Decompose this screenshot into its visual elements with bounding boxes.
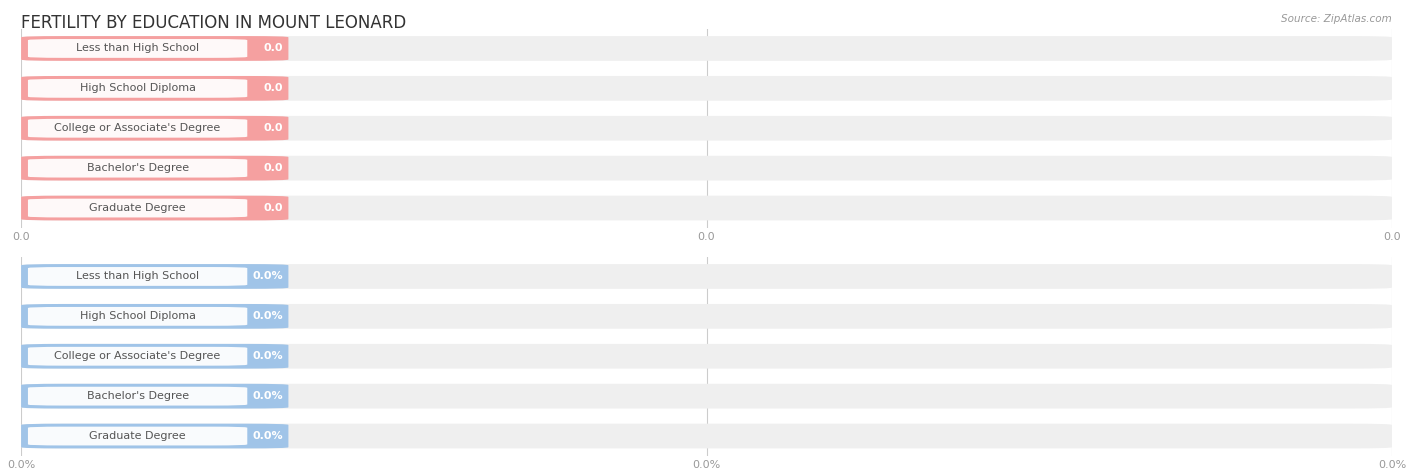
FancyBboxPatch shape	[28, 79, 247, 98]
Text: 0.0%: 0.0%	[252, 431, 283, 441]
FancyBboxPatch shape	[21, 304, 288, 329]
FancyBboxPatch shape	[21, 344, 288, 369]
Text: 0.0: 0.0	[263, 163, 283, 173]
FancyBboxPatch shape	[21, 36, 288, 61]
Text: High School Diploma: High School Diploma	[80, 83, 195, 94]
FancyBboxPatch shape	[21, 344, 1392, 369]
Text: High School Diploma: High School Diploma	[80, 311, 195, 322]
Text: College or Associate's Degree: College or Associate's Degree	[55, 351, 221, 361]
Text: Graduate Degree: Graduate Degree	[90, 203, 186, 213]
FancyBboxPatch shape	[28, 387, 247, 406]
FancyBboxPatch shape	[21, 384, 1392, 408]
FancyBboxPatch shape	[28, 39, 247, 58]
Text: 0.0: 0.0	[263, 203, 283, 213]
Text: Graduate Degree: Graduate Degree	[90, 431, 186, 441]
Text: College or Associate's Degree: College or Associate's Degree	[55, 123, 221, 133]
FancyBboxPatch shape	[21, 196, 1392, 220]
Text: 0.0%: 0.0%	[252, 311, 283, 322]
FancyBboxPatch shape	[28, 267, 247, 286]
Text: Less than High School: Less than High School	[76, 43, 200, 54]
FancyBboxPatch shape	[21, 156, 1392, 180]
FancyBboxPatch shape	[28, 199, 247, 218]
FancyBboxPatch shape	[21, 116, 1392, 141]
FancyBboxPatch shape	[21, 156, 288, 180]
FancyBboxPatch shape	[28, 427, 247, 446]
FancyBboxPatch shape	[21, 424, 288, 448]
FancyBboxPatch shape	[21, 384, 288, 408]
FancyBboxPatch shape	[21, 304, 1392, 329]
Text: Bachelor's Degree: Bachelor's Degree	[87, 391, 188, 401]
FancyBboxPatch shape	[21, 76, 288, 101]
FancyBboxPatch shape	[28, 119, 247, 138]
Text: FERTILITY BY EDUCATION IN MOUNT LEONARD: FERTILITY BY EDUCATION IN MOUNT LEONARD	[21, 14, 406, 32]
FancyBboxPatch shape	[21, 116, 288, 141]
FancyBboxPatch shape	[21, 76, 1392, 101]
FancyBboxPatch shape	[21, 424, 1392, 448]
Text: 0.0: 0.0	[263, 123, 283, 133]
FancyBboxPatch shape	[28, 347, 247, 366]
FancyBboxPatch shape	[28, 307, 247, 326]
FancyBboxPatch shape	[21, 264, 288, 289]
Text: Source: ZipAtlas.com: Source: ZipAtlas.com	[1281, 14, 1392, 24]
Text: Less than High School: Less than High School	[76, 271, 200, 282]
FancyBboxPatch shape	[21, 264, 1392, 289]
Text: Bachelor's Degree: Bachelor's Degree	[87, 163, 188, 173]
Text: 0.0%: 0.0%	[252, 351, 283, 361]
FancyBboxPatch shape	[28, 159, 247, 178]
Text: 0.0%: 0.0%	[252, 391, 283, 401]
Text: 0.0: 0.0	[263, 43, 283, 54]
FancyBboxPatch shape	[21, 196, 288, 220]
Text: 0.0: 0.0	[263, 83, 283, 94]
Text: 0.0%: 0.0%	[252, 271, 283, 282]
FancyBboxPatch shape	[21, 36, 1392, 61]
